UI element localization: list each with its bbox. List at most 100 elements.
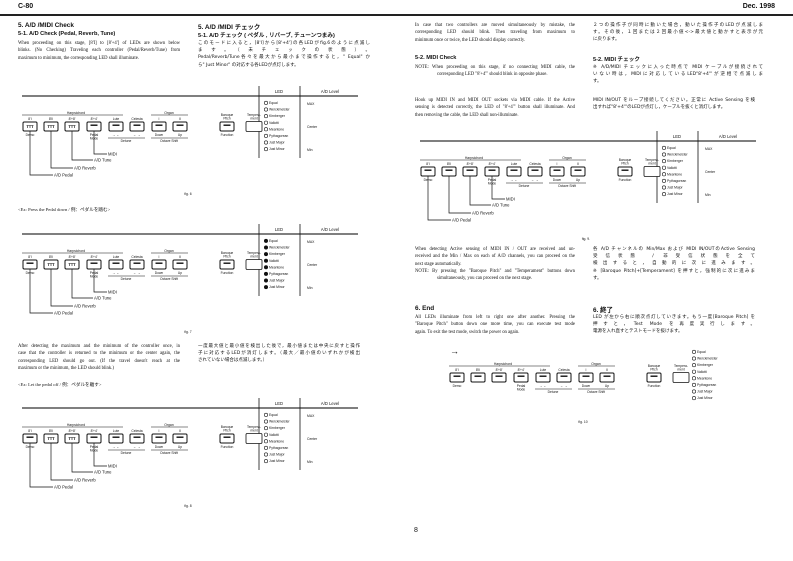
button-top-label: 8'II	[49, 117, 53, 121]
led-label: Vallotti	[269, 121, 279, 125]
led-label: Meantone	[269, 439, 284, 443]
button-top-label: I	[586, 368, 587, 372]
led-indicator-icon	[264, 107, 269, 112]
group-label-octave-shift: Octave Shift	[587, 390, 605, 394]
button-top-label: 8'+4'	[489, 162, 496, 166]
text-line: NOTE: By pressing the "Baroque Pitch" an…	[415, 269, 575, 274]
ad-level-column-header: A/D Level	[321, 401, 339, 406]
example-caption: <Ex: Press the Pedal down / 例：ペダルを踏む>	[18, 207, 111, 212]
led-label: Equal	[697, 350, 706, 354]
panel-button	[513, 372, 529, 383]
callout-line	[93, 443, 107, 467]
button-top-label: Lute	[113, 117, 120, 121]
led-indicator-icon	[264, 258, 269, 263]
button-top-label: Lute	[113, 429, 120, 433]
callout-line	[71, 131, 93, 161]
button-top-label: Celesta	[131, 255, 142, 259]
text-line: again. To exit the test mode, switch the…	[415, 329, 520, 335]
button-top-label: 8'II	[476, 368, 480, 372]
button-bottom-label: → ←	[112, 271, 120, 275]
led-label: Just Minor	[697, 396, 714, 400]
button-bottom-label: Up	[576, 178, 580, 182]
lit-led-icon	[133, 262, 141, 264]
button-top-label: 8'+4'	[518, 368, 525, 372]
temperament-label: ment	[250, 429, 257, 433]
lit-led-icon	[474, 375, 482, 377]
text-line: 電源を入れ直すとテストモードを抜けます。	[593, 329, 683, 335]
text-line: 押すと，Test Mode を再度実行します。	[593, 322, 755, 328]
button-top-label: Celesta	[529, 162, 540, 166]
group-label-octave-shift: Octave Shift	[160, 451, 178, 455]
ad-level-column-header: A/D Level	[321, 89, 339, 94]
group-label-detune: Detune	[121, 451, 132, 455]
figure-8-panel-diagram: LED A/D Level MAX Center Min Equal Werckmeiste…	[22, 398, 358, 508]
callout-line	[71, 443, 93, 473]
lit-led-icon	[176, 262, 184, 264]
led-indicator-icon	[692, 356, 697, 361]
text-line: NOTE: When proceeding on this stage, if …	[415, 65, 575, 70]
text-line: ※ [Baroque Pitch]+[Temperament] を押すと，強制的…	[593, 268, 755, 274]
panel-button	[449, 372, 465, 383]
text-line: MIDI IN/OUT をループ接続してください。正常に Active Sens…	[593, 98, 755, 103]
ad-level-label: Center	[705, 170, 716, 174]
paragraph-jp: このモードに入ると，[8'I]から[8'+4']の各LEDがfig.6のように点…	[198, 40, 370, 69]
button-top-label: Lute	[113, 255, 120, 259]
button-bottom-label: ← →	[133, 445, 141, 449]
led-indicator-icon	[692, 382, 697, 387]
blinking-led-icon	[26, 125, 34, 128]
paragraph-jp: LED が左から右に順次点灯していきます。もう一度[Baroque Pitch]…	[593, 314, 755, 336]
callout-line	[29, 131, 53, 176]
panel-button	[570, 166, 586, 177]
panel-button	[129, 433, 145, 444]
text-line: 一度最大値と最小値を検出した後で，最小値または中央に戻すと操作	[198, 344, 360, 349]
led-indicator-icon	[662, 159, 667, 164]
button-top-label: II	[179, 117, 181, 121]
baroque-pitch-button	[219, 433, 235, 444]
callout-line	[491, 176, 505, 200]
text-line: Hook up MIDI IN and MIDI OUT sockets via…	[415, 98, 575, 103]
paragraph-en: In case that two controllers are moved s…	[415, 22, 575, 44]
callout-line	[427, 176, 451, 221]
led-column-header: LED	[673, 134, 681, 139]
panel-button	[578, 372, 594, 383]
led-label: Meantone	[697, 376, 712, 380]
lit-led-icon	[155, 436, 163, 438]
text-line: minimum once or twice, the LED should di…	[415, 37, 526, 43]
button-top-label: 8'I	[28, 255, 31, 259]
callout-label: A/D Reverb	[74, 304, 96, 309]
paragraph-jp: 各 A/D チャンネルの Min/Max および MIDI IN/OUTのAct…	[593, 246, 755, 282]
ad-level-column-header: A/D Level	[719, 134, 737, 139]
section-title-en: 5. A/D /MIDI Check	[18, 22, 74, 29]
led-label: Werckmeister	[269, 420, 291, 424]
panel-button	[86, 259, 102, 270]
baroque-pitch-button	[219, 259, 235, 270]
callout-label: A/D Pedal	[54, 311, 73, 316]
lit-led-icon	[539, 375, 547, 377]
button-bottom-label: Up	[178, 133, 182, 137]
panel-button	[535, 372, 551, 383]
panel-button	[129, 259, 145, 270]
led-indicator-icon	[264, 412, 269, 417]
button-bottom-label: Mode	[517, 388, 525, 392]
baroque-pitch-label: Baroque	[648, 364, 661, 368]
led-label: Just Major	[269, 141, 286, 145]
group-label-organ: Organ	[164, 249, 174, 253]
text-line: に戻ります。	[593, 37, 620, 43]
callout-label: A/D Tune	[94, 296, 112, 301]
lit-led-icon	[112, 124, 120, 126]
text-line: then removing the cable, the LED shall n…	[415, 112, 519, 118]
button-bottom-label: → ←	[112, 133, 120, 137]
temperament-label: ment	[648, 162, 655, 166]
group-label-harpsichord: Harpsichord	[67, 111, 85, 115]
led-label: Meantone	[269, 265, 284, 269]
led-label: Equal	[269, 413, 278, 417]
button-top-label: II	[577, 162, 579, 166]
button-top-label: II	[179, 255, 181, 259]
lit-led-icon	[133, 436, 141, 438]
button-top-label: Celesta	[558, 368, 569, 372]
text-line: All LEDs illuminate from left to right o…	[415, 315, 575, 320]
callout-label: A/D Reverb	[472, 211, 494, 216]
lit-led-icon	[650, 375, 658, 377]
temperament-button	[672, 372, 690, 383]
lit-led-icon	[90, 262, 98, 264]
